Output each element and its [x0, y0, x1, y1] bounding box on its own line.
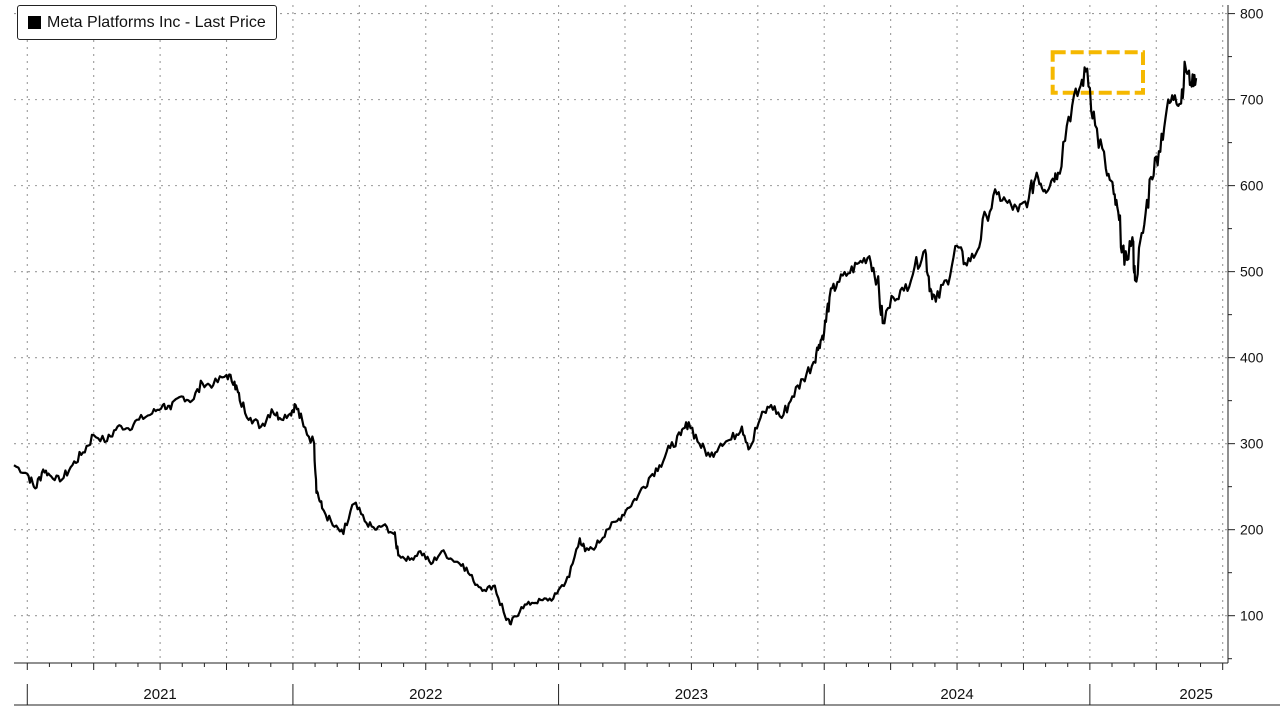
legend-swatch — [28, 16, 41, 29]
year-label: 2021 — [143, 686, 176, 703]
price-series — [13, 60, 1198, 626]
axes: 100 200 300 400 500 600 700 800 2021 2022 2023 2024… — [14, 5, 1280, 706]
y-tick-label: 800 — [1240, 6, 1264, 22]
y-tick-label: 600 — [1240, 178, 1264, 194]
legend: Meta Platforms Inc - Last Price — [17, 5, 277, 40]
year-label: 2022 — [409, 686, 442, 703]
y-tick-label: 500 — [1240, 264, 1264, 280]
y-tick-label: 400 — [1240, 350, 1264, 366]
highlight-rect — [1050, 50, 1145, 95]
y-tick-label: 300 — [1240, 436, 1264, 452]
highlight-box — [1050, 50, 1145, 95]
y-tick-label: 200 — [1240, 522, 1264, 538]
year-label: 2025 — [1179, 686, 1212, 703]
year-label: 2024 — [940, 686, 973, 703]
y-tick-label: 100 — [1240, 608, 1264, 624]
legend-label: Meta Platforms Inc - Last Price — [47, 13, 266, 31]
grid-lines — [14, 5, 1228, 663]
price-line — [13, 60, 1198, 626]
year-label: 2023 — [675, 686, 708, 703]
y-tick-label: 700 — [1240, 92, 1264, 108]
